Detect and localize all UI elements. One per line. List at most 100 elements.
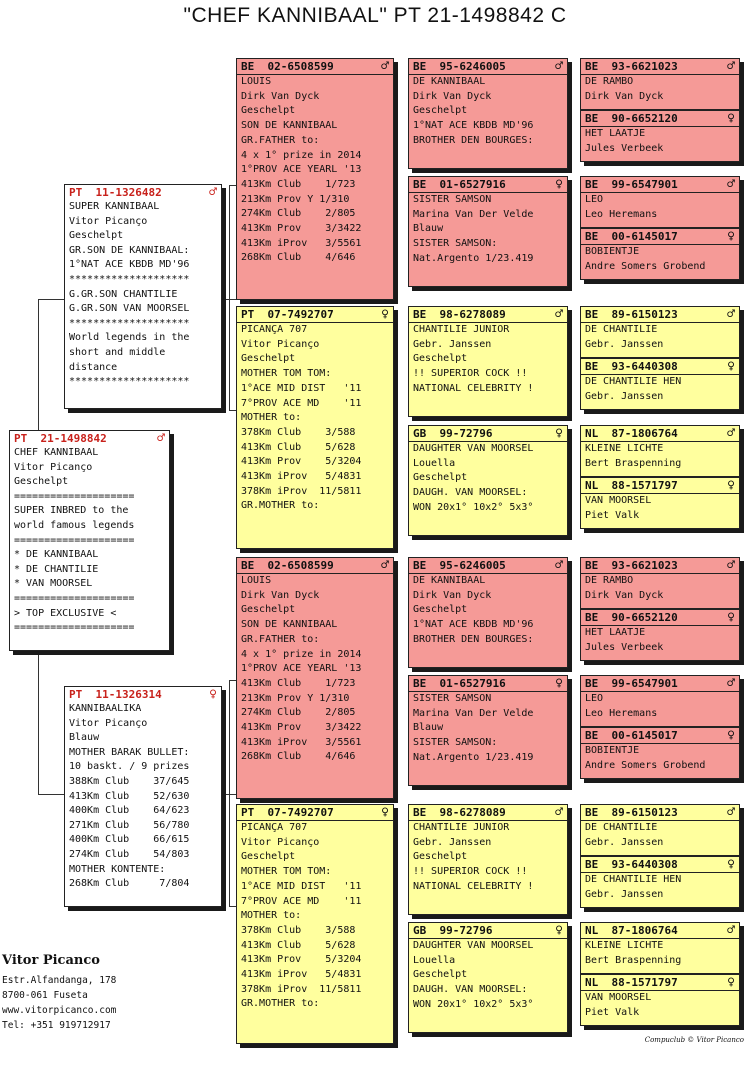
card-line: 4 x 1° prize in 2014	[241, 149, 362, 161]
ring-id: 99-6547901	[611, 178, 678, 191]
ring-number: BE 98-6278089	[413, 307, 506, 322]
ring-number: PT 11-1326482	[69, 185, 162, 200]
pedigree-card-subject: PT 21-1498842 ♂ CHEF KANNIBAAL Vitor Picanç…	[9, 430, 170, 651]
connector-line	[229, 185, 237, 186]
card-header: BE 02-6508599 ♂	[237, 558, 393, 574]
ring-id: 98-6278089	[439, 308, 506, 321]
ring-number: BE 95-6246005	[413, 558, 506, 573]
card-line: short and middle	[69, 346, 166, 358]
pedigree-card-gen4-7: NL 87-1806764 ♂ KLEINE LICHTE Bert Braspenn…	[580, 425, 740, 477]
pedigree-card-father-mother: PT 07-7492707 ♀ PICANÇA 707 Vitor Picanço Ge…	[236, 306, 394, 549]
pedigree-card-gen4-16: NL 88-1571797 ♀ VAN MOORSEL Piet Valk	[580, 974, 740, 1026]
card-line: DE KANNIBAAL	[413, 575, 486, 586]
card-line: 413Km iProv 3/5561	[241, 237, 362, 249]
female-symbol-icon: ♀	[727, 610, 735, 625]
ring-id: 95-6246005	[439, 559, 506, 572]
card-header: BE 98-6278089 ♂	[409, 805, 567, 821]
pedigree-card-gen4-13: BE 89-6150123 ♂ DE CHANTILIE Gebr. Janssen	[580, 804, 740, 856]
female-symbol-icon: ♀	[381, 307, 389, 322]
ring-number: BE 98-6278089	[413, 805, 506, 820]
card-line: Blauw	[69, 732, 100, 744]
card-line: Louella	[413, 457, 456, 469]
card-line: Marina Van Der Velde	[413, 208, 534, 220]
card-line: Geschelpt	[241, 604, 296, 616]
pedigree-card-gen4-12: BE 00-6145017 ♀ BOBIENTJE Andre Somers Grob…	[580, 727, 740, 779]
card-line: Dirk Van Dyck	[585, 589, 664, 601]
card-line: Leo Heremans	[585, 707, 658, 719]
card-line: G.GR.SON VAN MOORSEL	[69, 303, 190, 315]
card-header: BE 93-6621023 ♂	[581, 558, 739, 574]
pedigree-card-gen4-3: BE 99-6547901 ♂ LEO Leo Heremans	[580, 176, 740, 228]
card-line: KANNIBAALIKA	[69, 703, 142, 714]
ring-number: PT 07-7492707	[241, 805, 334, 820]
card-line: 413Km Club 1/723	[241, 677, 356, 689]
card-line: ====================	[14, 534, 135, 546]
card-header: BE 93-6440308 ♀	[581, 857, 739, 873]
card-header: PT 21-1498842 ♂	[10, 431, 169, 446]
card-line: GR.SON DE KANNIBAAL:	[69, 244, 190, 256]
card-header: GB 99-72796 ♀	[409, 923, 567, 939]
connector-line	[38, 650, 39, 794]
card-line: 413Km Club 5/628	[241, 939, 356, 951]
country-code: BE	[585, 60, 599, 73]
card-header: BE 01-6527916 ♀	[409, 676, 567, 692]
country-code: NL	[585, 427, 599, 440]
pedigree-card-ff-mother: BE 01-6527916 ♀ SISTER SAMSON Marina Van De…	[408, 176, 568, 287]
card-line: * DE KANNIBAAL	[14, 549, 99, 561]
card-line: CHEF KANNIBAAL	[14, 447, 99, 458]
country-code: NL	[585, 479, 599, 492]
ring-number: BE 02-6508599	[241, 59, 334, 74]
male-symbol-icon: ♂	[727, 923, 735, 938]
ring-number: BE 01-6527916	[413, 177, 506, 192]
country-code: GB	[413, 924, 427, 937]
card-header: BE 95-6246005 ♂	[409, 558, 567, 574]
card-line: Jules Verbeek	[585, 142, 664, 154]
card-line: Jules Verbeek	[585, 641, 664, 653]
ring-number: BE 93-6440308	[585, 857, 678, 872]
card-line: Geschelpt	[413, 472, 468, 484]
pedigree-card-mother-mother: PT 07-7492707 ♀ PICANÇA 707 Vitor Picanço Ge…	[236, 804, 394, 1044]
ring-number: NL 88-1571797	[585, 478, 678, 493]
card-line: Andre Somers Grobend	[585, 260, 706, 272]
card-line: world famous legends	[14, 519, 135, 531]
pedigree-card-mf-mother: BE 01-6527916 ♀ SISTER SAMSON Marina Van De…	[408, 675, 568, 786]
country-code: PT	[69, 688, 83, 701]
female-symbol-icon: ♀	[381, 805, 389, 820]
card-line: MOTHER TOM TOM:	[241, 866, 332, 878]
country-code: BE	[413, 178, 427, 191]
card-line: Geschelpt	[413, 105, 468, 117]
card-line: LOUIS	[241, 575, 272, 586]
card-header: NL 88-1571797 ♀	[581, 975, 739, 991]
country-code: BE	[241, 559, 255, 572]
country-code: BE	[413, 60, 427, 73]
ring-number: GB 99-72796	[413, 923, 492, 938]
female-symbol-icon: ♀	[555, 426, 563, 441]
card-line: 1°NAT ACE KBDB MD'96	[69, 259, 190, 271]
country-code: BE	[585, 806, 599, 819]
breeder-website[interactable]: www.vitorpicanco.com	[2, 1005, 117, 1016]
card-line: Dirk Van Dyck	[241, 589, 320, 601]
card-line: DE KANNIBAAL	[413, 76, 486, 87]
ring-id: 01-6527916	[439, 178, 506, 191]
card-line: 274Km Club 2/805	[241, 707, 356, 719]
female-symbol-icon: ♀	[555, 923, 563, 938]
ring-id: 11-1326314	[95, 688, 162, 701]
ring-number: NL 87-1806764	[585, 923, 678, 938]
country-code: BE	[413, 308, 427, 321]
card-line: ====================	[14, 622, 135, 634]
card-line: Geschelpt	[413, 851, 468, 863]
male-symbol-icon: ♂	[555, 59, 563, 74]
card-line: Marina Van Der Velde	[413, 707, 534, 719]
card-line: Blauw	[413, 223, 444, 235]
male-symbol-icon: ♂	[727, 805, 735, 820]
male-symbol-icon: ♂	[157, 431, 165, 446]
card-line: MOTHER to:	[241, 412, 302, 424]
country-code: BE	[585, 112, 599, 125]
country-code: BE	[585, 308, 599, 321]
card-line: 378Km Club 3/588	[241, 426, 356, 438]
card-line: BOBIENTJE	[585, 246, 640, 257]
card-line: HET LAATJE	[585, 128, 646, 139]
female-symbol-icon: ♀	[727, 728, 735, 743]
card-line: Piet Valk	[585, 1006, 640, 1018]
card-line: * VAN MOORSEL	[14, 578, 93, 590]
